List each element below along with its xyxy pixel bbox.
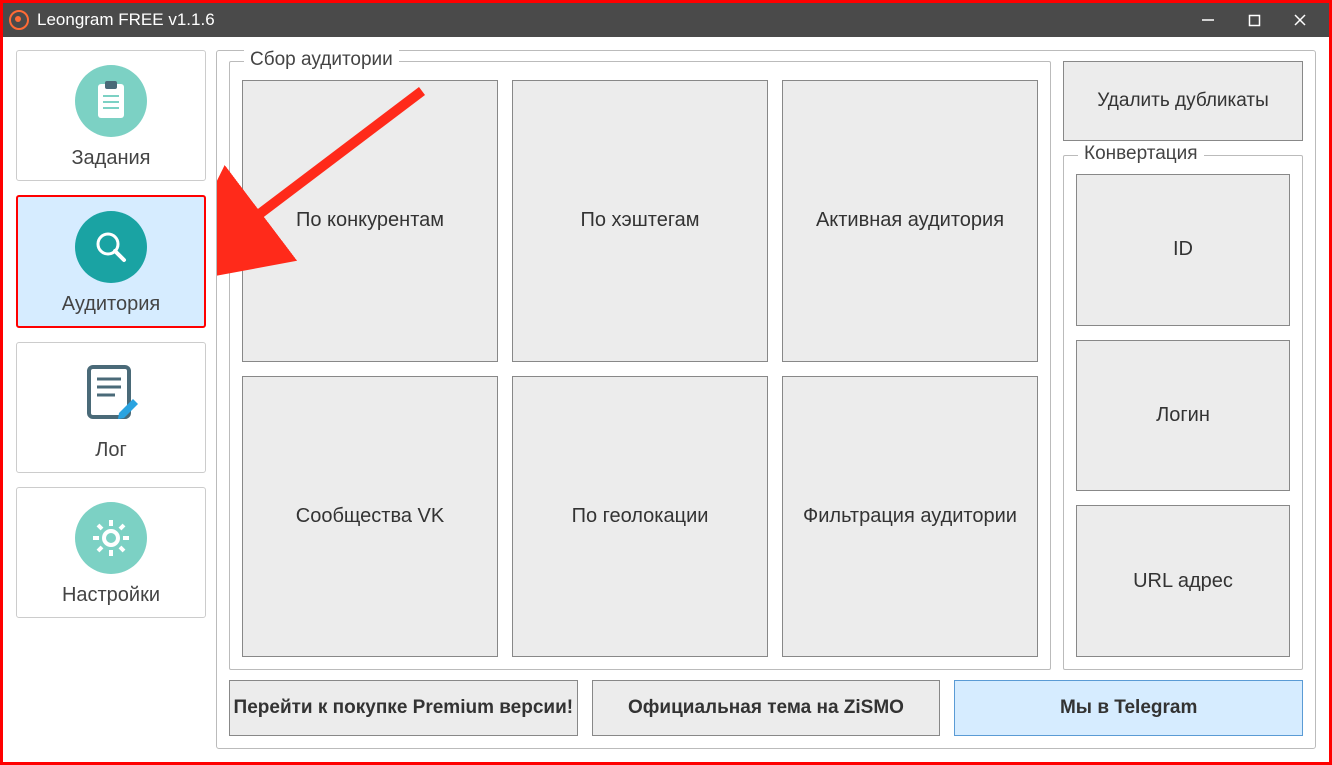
convert-btn-id[interactable]: ID bbox=[1076, 174, 1290, 326]
convert-fieldset: Конвертация ID Логин URL адрес bbox=[1063, 155, 1303, 670]
maximize-icon bbox=[1248, 14, 1261, 27]
convert-btn-url[interactable]: URL адрес bbox=[1076, 505, 1290, 657]
dedupe-button[interactable]: Удалить дубликаты bbox=[1063, 61, 1303, 141]
app-window: Leongram FREE v1.1.6 bbox=[0, 0, 1332, 765]
sidebar-item-label: Задания bbox=[71, 147, 150, 170]
clipboard-icon bbox=[75, 65, 147, 137]
titlebar: Leongram FREE v1.1.6 bbox=[3, 3, 1329, 37]
sidebar: Задания Аудитория bbox=[16, 50, 206, 749]
sidebar-item-tasks[interactable]: Задания bbox=[16, 50, 206, 181]
sidebar-item-label: Лог bbox=[95, 439, 127, 462]
bottom-btn-zismo[interactable]: Официальная тема на ZiSMO bbox=[592, 680, 941, 736]
bottom-row: Перейти к покупке Premium версии! Официа… bbox=[229, 680, 1303, 736]
bottom-btn-premium[interactable]: Перейти к покупке Premium версии! bbox=[229, 680, 578, 736]
right-column: Удалить дубликаты Конвертация ID Логин U… bbox=[1063, 61, 1303, 670]
sidebar-item-log[interactable]: Лог bbox=[16, 342, 206, 473]
note-icon bbox=[75, 357, 147, 429]
bottom-btn-telegram[interactable]: Мы в Telegram bbox=[954, 680, 1303, 736]
collect-btn-filter[interactable]: Фильтрация аудитории bbox=[782, 376, 1038, 658]
gear-icon bbox=[75, 502, 147, 574]
sidebar-item-label: Настройки bbox=[62, 584, 160, 607]
sidebar-item-label: Аудитория bbox=[62, 293, 160, 316]
main-panel: Сбор аудитории По конкурентам По хэштега… bbox=[216, 50, 1316, 749]
collect-btn-active[interactable]: Активная аудитория bbox=[782, 80, 1038, 362]
window-title: Leongram FREE v1.1.6 bbox=[37, 10, 1185, 30]
app-logo-icon bbox=[9, 10, 29, 30]
collect-btn-geo[interactable]: По геолокации bbox=[512, 376, 768, 658]
collect-legend: Сбор аудитории bbox=[244, 49, 399, 71]
close-button[interactable] bbox=[1277, 3, 1323, 37]
main-top: Сбор аудитории По конкурентам По хэштега… bbox=[229, 61, 1303, 670]
minimize-button[interactable] bbox=[1185, 3, 1231, 37]
body-area: Задания Аудитория bbox=[6, 40, 1326, 759]
sidebar-item-settings[interactable]: Настройки bbox=[16, 487, 206, 618]
minimize-icon bbox=[1201, 13, 1215, 27]
collect-fieldset: Сбор аудитории По конкурентам По хэштега… bbox=[229, 61, 1051, 670]
convert-btn-login[interactable]: Логин bbox=[1076, 340, 1290, 492]
sidebar-item-audience[interactable]: Аудитория bbox=[16, 195, 206, 328]
convert-inner: ID Логин URL адрес bbox=[1076, 174, 1290, 657]
search-icon bbox=[75, 211, 147, 283]
collect-grid: По конкурентам По хэштегам Активная ауди… bbox=[242, 80, 1038, 657]
maximize-button[interactable] bbox=[1231, 3, 1277, 37]
collect-btn-hashtags[interactable]: По хэштегам bbox=[512, 80, 768, 362]
collect-btn-competitors[interactable]: По конкурентам bbox=[242, 80, 498, 362]
close-icon bbox=[1293, 13, 1307, 27]
convert-legend: Конвертация bbox=[1078, 143, 1204, 165]
collect-btn-vk[interactable]: Сообщества VK bbox=[242, 376, 498, 658]
